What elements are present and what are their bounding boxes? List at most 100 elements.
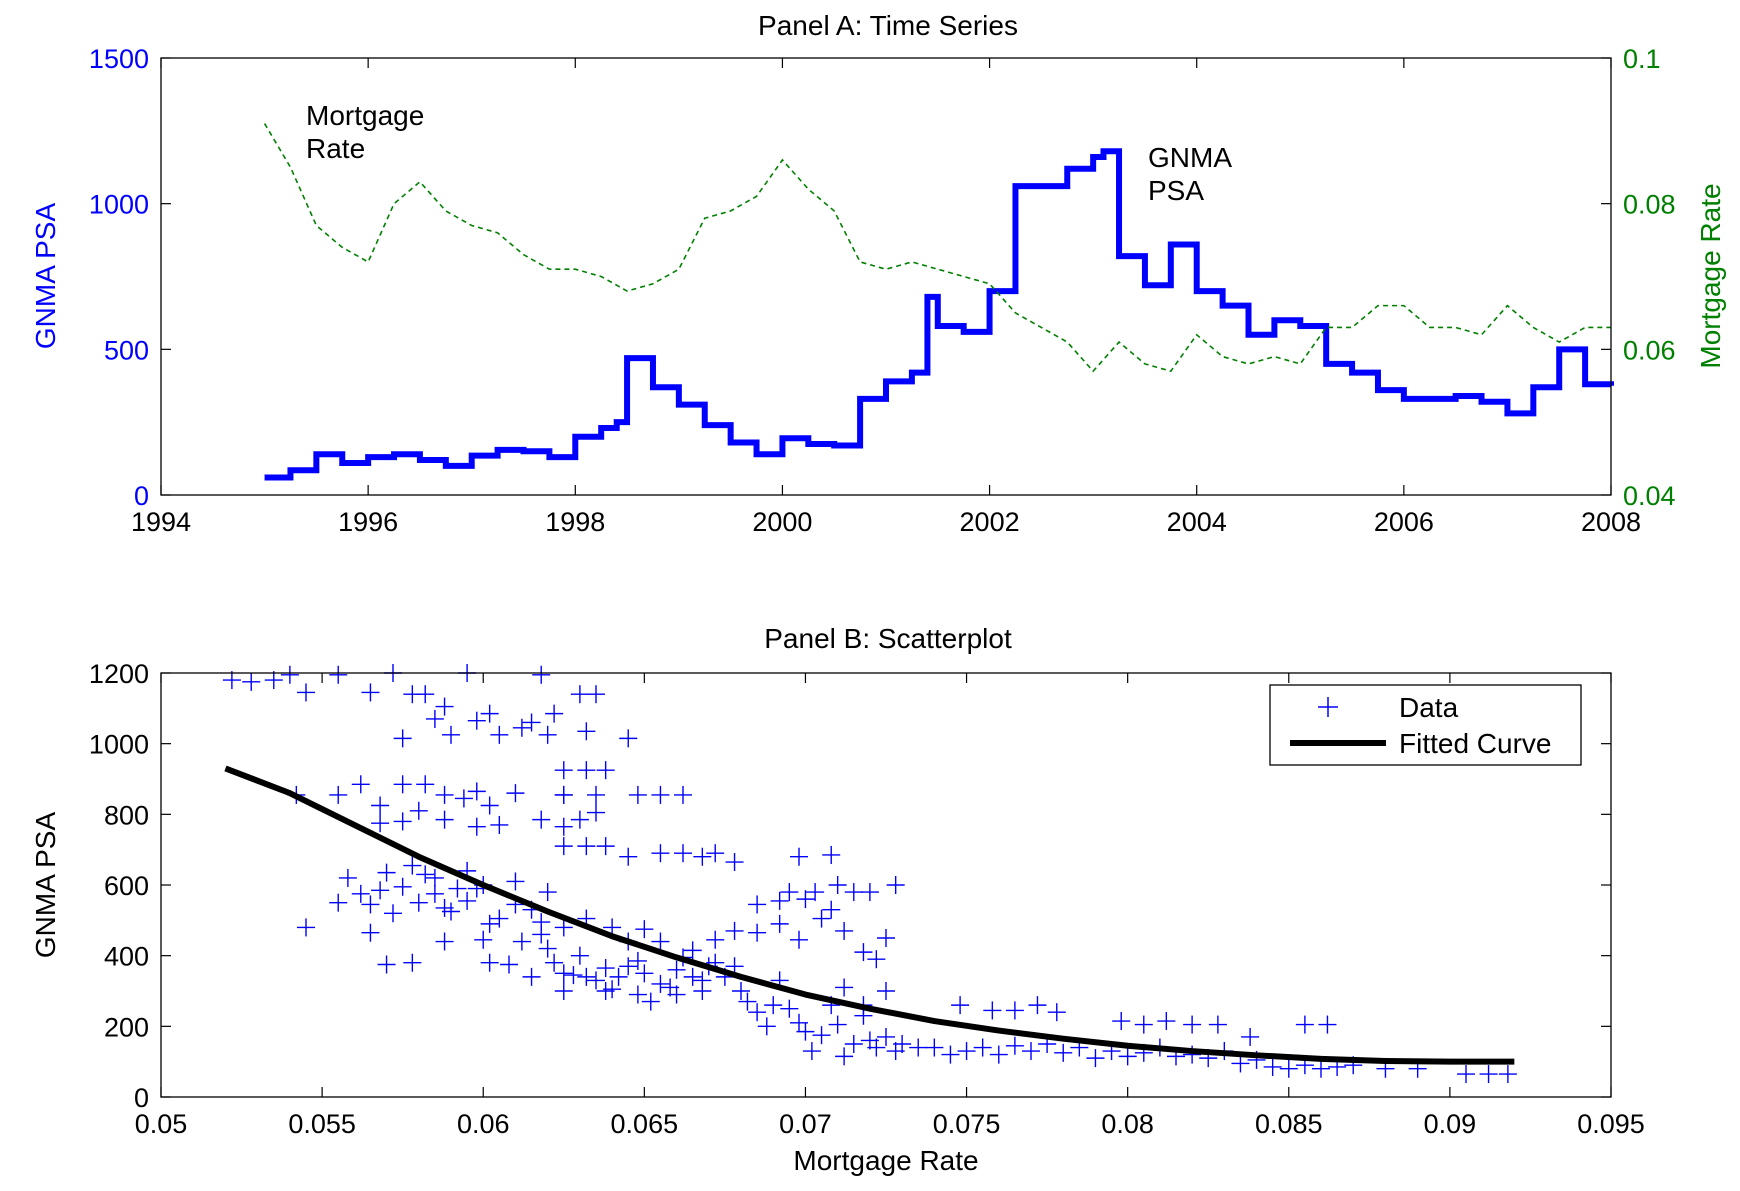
data-point-marker: [1005, 1001, 1024, 1020]
panel-a-xtick-label: 1998: [545, 507, 605, 537]
panel-b-xtick-label: 0.085: [1255, 1109, 1323, 1139]
data-point-marker: [674, 785, 692, 804]
data-point-marker: [596, 982, 615, 1000]
data-point-marker: [351, 775, 370, 794]
data-point-marker: [1005, 1036, 1024, 1055]
data-point-marker: [361, 683, 380, 702]
panel-a-xtick-label: 2006: [1374, 507, 1434, 537]
data-point-marker: [596, 959, 615, 978]
data-point-marker: [835, 978, 854, 997]
panel-b-xtick-label: 0.055: [288, 1109, 356, 1139]
panel-b-xlabel: Mortgage Rate: [793, 1145, 978, 1176]
data-point-marker: [506, 872, 525, 891]
data-point-marker: [674, 844, 692, 863]
data-point-marker: [941, 1045, 960, 1064]
data-point-marker: [725, 921, 744, 940]
panel-b-scatterplot: Panel B: Scatterplot 0.05 0.055 0.06 0.065 0…: [30, 623, 1645, 1176]
data-point-marker: [554, 837, 573, 856]
data-point-marker: [732, 982, 750, 1000]
data-point-marker: [667, 985, 686, 1004]
panel-a-xtick-label: 1996: [338, 507, 398, 537]
data-point-marker: [683, 967, 702, 986]
panel-a-left-ytick-label: 1000: [89, 190, 149, 220]
data-point-marker: [790, 847, 808, 866]
data-point-marker: [577, 761, 596, 780]
data-point-marker: [222, 671, 241, 690]
data-point-marker: [748, 895, 767, 914]
data-point-marker: [264, 671, 283, 690]
panel-a-axes-frame: [160, 57, 1612, 496]
data-point-marker: [467, 817, 486, 836]
data-point-marker: [435, 810, 454, 829]
data-point-marker: [738, 992, 757, 1011]
data-point-marker: [554, 964, 573, 983]
data-point-marker: [474, 930, 493, 949]
data-point-marker: [1112, 1012, 1131, 1031]
panel-a-right-ylabel: Mortgage Rate: [1695, 183, 1726, 368]
data-point-marker: [886, 876, 905, 894]
data-point-marker: [835, 1047, 854, 1066]
data-point-marker: [635, 920, 654, 939]
data-point-marker: [796, 1022, 815, 1041]
panel-a-right-ytick-label: 0.06: [1623, 335, 1676, 365]
data-point-marker: [512, 932, 531, 951]
panel-b-ytick-label: 400: [104, 942, 149, 972]
data-point-marker: [480, 704, 499, 723]
data-point-marker: [409, 893, 428, 912]
data-point-marker: [297, 918, 315, 937]
panel-b-ytick-label: 0: [134, 1083, 149, 1113]
data-point-marker: [619, 957, 638, 976]
data-point-marker: [532, 810, 551, 829]
annotation-mortgage-rate-line-1: Mortgage: [306, 100, 424, 131]
data-point-marker: [538, 725, 557, 744]
data-point-marker: [329, 785, 348, 804]
panel-a-right-ytick-label: 0.1: [1623, 44, 1661, 74]
data-point-marker: [844, 1035, 863, 1053]
data-point-marker: [1318, 1015, 1337, 1034]
data-point-marker: [522, 713, 541, 732]
data-point-marker: [757, 1017, 776, 1036]
data-point-marker: [587, 685, 605, 704]
data-point-marker: [983, 1001, 1002, 1020]
series-fitted-curve-line: [224, 765, 1515, 1065]
series-gnma-psa-line: [264, 148, 1614, 481]
data-point-marker: [619, 847, 638, 866]
data-point-marker: [828, 1015, 847, 1034]
data-point-marker: [454, 789, 473, 808]
data-point-marker: [416, 865, 435, 884]
data-point-marker: [596, 761, 615, 780]
data-point-marker: [297, 683, 315, 702]
annotation-mortgage-rate: Mortgage Rate: [306, 100, 432, 164]
data-point-marker: [1118, 1047, 1137, 1066]
data-point-marker: [806, 883, 825, 902]
data-point-marker: [532, 665, 551, 684]
data-point-marker: [957, 1042, 976, 1061]
panel-b-ytick-label: 1000: [89, 730, 149, 760]
panel-b-xtick-label: 0.06: [457, 1109, 510, 1139]
data-point-marker: [1457, 1065, 1475, 1084]
data-point-marker: [522, 967, 541, 986]
data-point-marker: [554, 785, 573, 804]
data-point-marker: [416, 775, 435, 794]
data-point-marker: [651, 932, 670, 951]
data-point-marker: [796, 890, 815, 909]
data-point-marker: [1157, 1012, 1176, 1031]
data-point-marker: [480, 914, 499, 933]
data-point-marker: [458, 891, 477, 910]
data-point-marker: [500, 955, 518, 974]
data-point-marker: [683, 941, 702, 960]
panel-b-ylabel: GNMA PSA: [30, 812, 61, 959]
data-point-marker: [1231, 1054, 1250, 1073]
series-mortgage-rate-line: [263, 123, 1611, 373]
data-point-marker: [828, 876, 847, 894]
data-point-marker: [877, 1027, 895, 1046]
panel-a-left-ytick-label: 1500: [89, 44, 149, 74]
legend-data-marker: [1318, 697, 1338, 717]
data-point-marker: [371, 814, 390, 833]
panel-b-xtick-label: 0.095: [1577, 1109, 1645, 1139]
data-point-marker: [425, 868, 444, 887]
data-point-marker: [577, 967, 596, 986]
data-point-marker: [628, 951, 647, 970]
data-point-marker: [435, 697, 454, 716]
data-point-marker: [577, 837, 596, 856]
